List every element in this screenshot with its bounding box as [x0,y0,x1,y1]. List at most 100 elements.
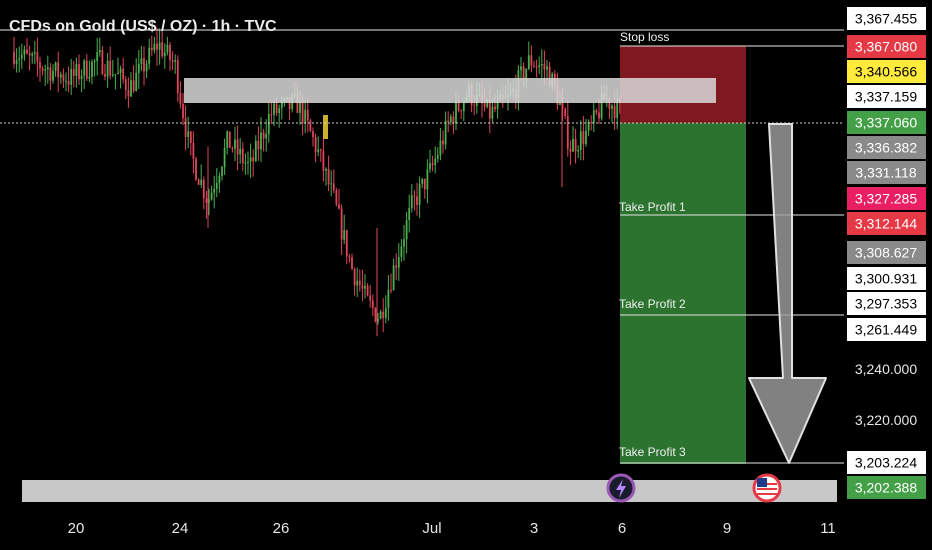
candle [80,69,83,93]
candle [564,107,567,119]
candle [257,126,260,161]
candle [327,155,330,192]
candle [369,284,372,308]
price-label-box: 3,336.382 [847,136,926,159]
candle [403,224,405,261]
candle [587,119,590,137]
candle [374,306,377,323]
candle [28,45,31,71]
candle [582,116,585,161]
candle [358,269,361,292]
candle [260,117,262,163]
candle [312,127,314,147]
candle [143,46,145,86]
x-tick-label: 6 [618,520,626,537]
candle [436,147,439,163]
candle [348,254,351,263]
price-label: 3,337.060 [855,115,917,131]
price-label: 3,331.118 [855,165,916,181]
price-label-box: 3,308.627 [847,241,926,264]
candle [382,298,385,333]
candle [109,46,112,80]
candle [462,100,465,122]
candle [145,59,148,79]
us-flag-icon[interactable] [752,473,782,503]
candle [135,58,138,92]
down-arrow-icon [748,123,827,464]
price-label-box: 3,367.080 [847,35,926,58]
candle [228,131,231,149]
lightning-icon[interactable] [606,473,636,503]
stop-loss-label: Stop loss [620,30,669,44]
candle [208,188,210,216]
candle [595,108,598,116]
candle [213,175,216,209]
highlight-candle [323,115,328,139]
candle [20,43,23,69]
candle [590,115,593,131]
candle [413,190,416,211]
candle [598,98,600,124]
candle [405,212,408,254]
candle [566,100,569,157]
candle [195,156,197,181]
take-profit-3-label: Take Profit 3 [619,445,686,459]
candle [351,253,353,270]
candle [338,188,340,210]
candle [416,182,418,216]
price-axis[interactable]: 3,367.455 3,367.080 3,340.566 3,337.159 3,33… [847,7,926,499]
candle [114,73,117,90]
candle [88,60,91,83]
candle [314,133,317,163]
price-label: 3,367.080 [855,39,917,55]
x-tick-label: 11 [820,520,836,537]
candle [36,37,39,77]
candle [392,258,395,291]
candle [83,58,86,89]
candle [171,51,174,70]
take-profit-2-label: Take Profit 2 [619,297,686,311]
price-label-box: 3,300.931 [847,267,926,290]
candle [231,146,234,153]
candle [527,41,530,71]
y-tick-label: 3,240.000 [855,361,917,377]
candle [140,45,143,71]
candle [262,128,265,152]
candle [309,118,312,132]
y-tick-label: 3,220.000 [855,412,917,428]
candle [421,178,424,188]
candle [13,36,15,69]
x-tick-label: Jul [422,520,441,537]
candlestick-series [13,27,621,337]
candle [163,43,166,69]
chart-title: CFDs on Gold (US$ / OZ) · 1h · TVC [9,18,277,35]
candle [57,51,60,93]
candle [137,50,140,89]
candle [410,184,413,213]
resistance-zone [184,78,716,103]
candle [49,62,52,90]
candle [156,27,158,66]
price-label: 3,340.566 [855,64,917,80]
candle [166,36,169,56]
time-axis[interactable]: 20 24 26 Jul 3 6 9 11 [68,520,836,537]
candle [270,99,273,125]
candle [400,239,403,262]
candle [75,57,78,88]
candle [184,105,187,151]
price-label-box: 3,337.159 [847,85,926,108]
price-label-box: 3,340.566 [847,60,926,83]
price-label: 3,327.285 [855,191,917,207]
candle [104,63,106,81]
candle [189,131,192,156]
candle [124,75,127,100]
candle [210,185,213,201]
candle [158,28,161,65]
candle [41,65,44,76]
candle [93,58,96,77]
candle [215,167,218,198]
candle [244,153,247,175]
candle [322,137,325,182]
candle [533,60,535,68]
